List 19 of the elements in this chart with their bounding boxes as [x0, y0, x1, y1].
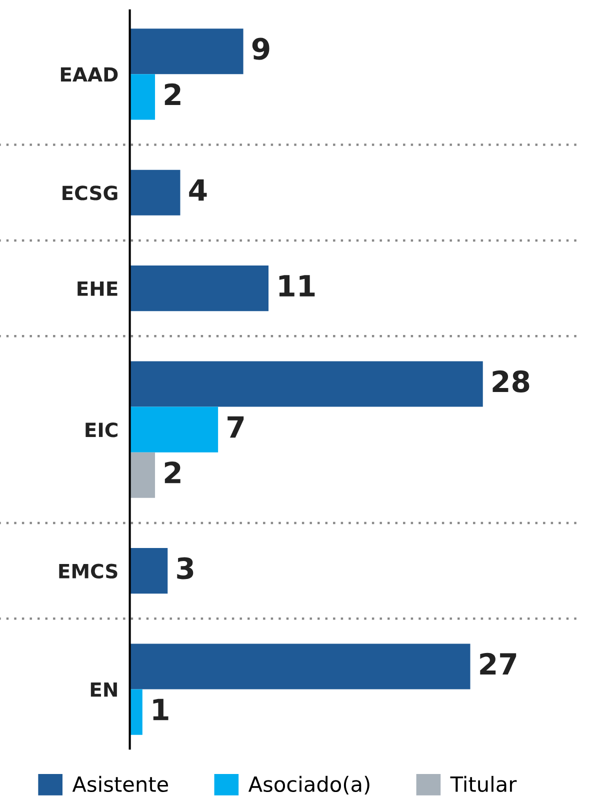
data-label: 2	[164, 83, 180, 105]
y-tick-label: EHE	[78, 282, 118, 296]
data-label: 28	[492, 370, 530, 392]
y-tick-label: EAAD	[60, 67, 118, 82]
data-label: 9	[252, 38, 270, 60]
data-label: 27	[480, 652, 516, 675]
data-label: 4	[189, 179, 207, 201]
legend-label: Titular	[450, 776, 517, 792]
data-label: 11	[279, 275, 315, 296]
y-tick-label: EN	[90, 682, 117, 697]
data-label: 1	[153, 698, 168, 720]
data-label: 3	[177, 557, 194, 580]
y-tick-label: ECSG	[62, 186, 118, 200]
y-tick-label: EIC	[86, 422, 118, 438]
legend-label: Asistente	[72, 776, 168, 792]
y-tick-label: EMCS	[59, 564, 118, 578]
data-label: 7	[228, 416, 244, 438]
data-label: 2	[164, 462, 180, 484]
legend-label: Asociado(a)	[248, 776, 370, 794]
